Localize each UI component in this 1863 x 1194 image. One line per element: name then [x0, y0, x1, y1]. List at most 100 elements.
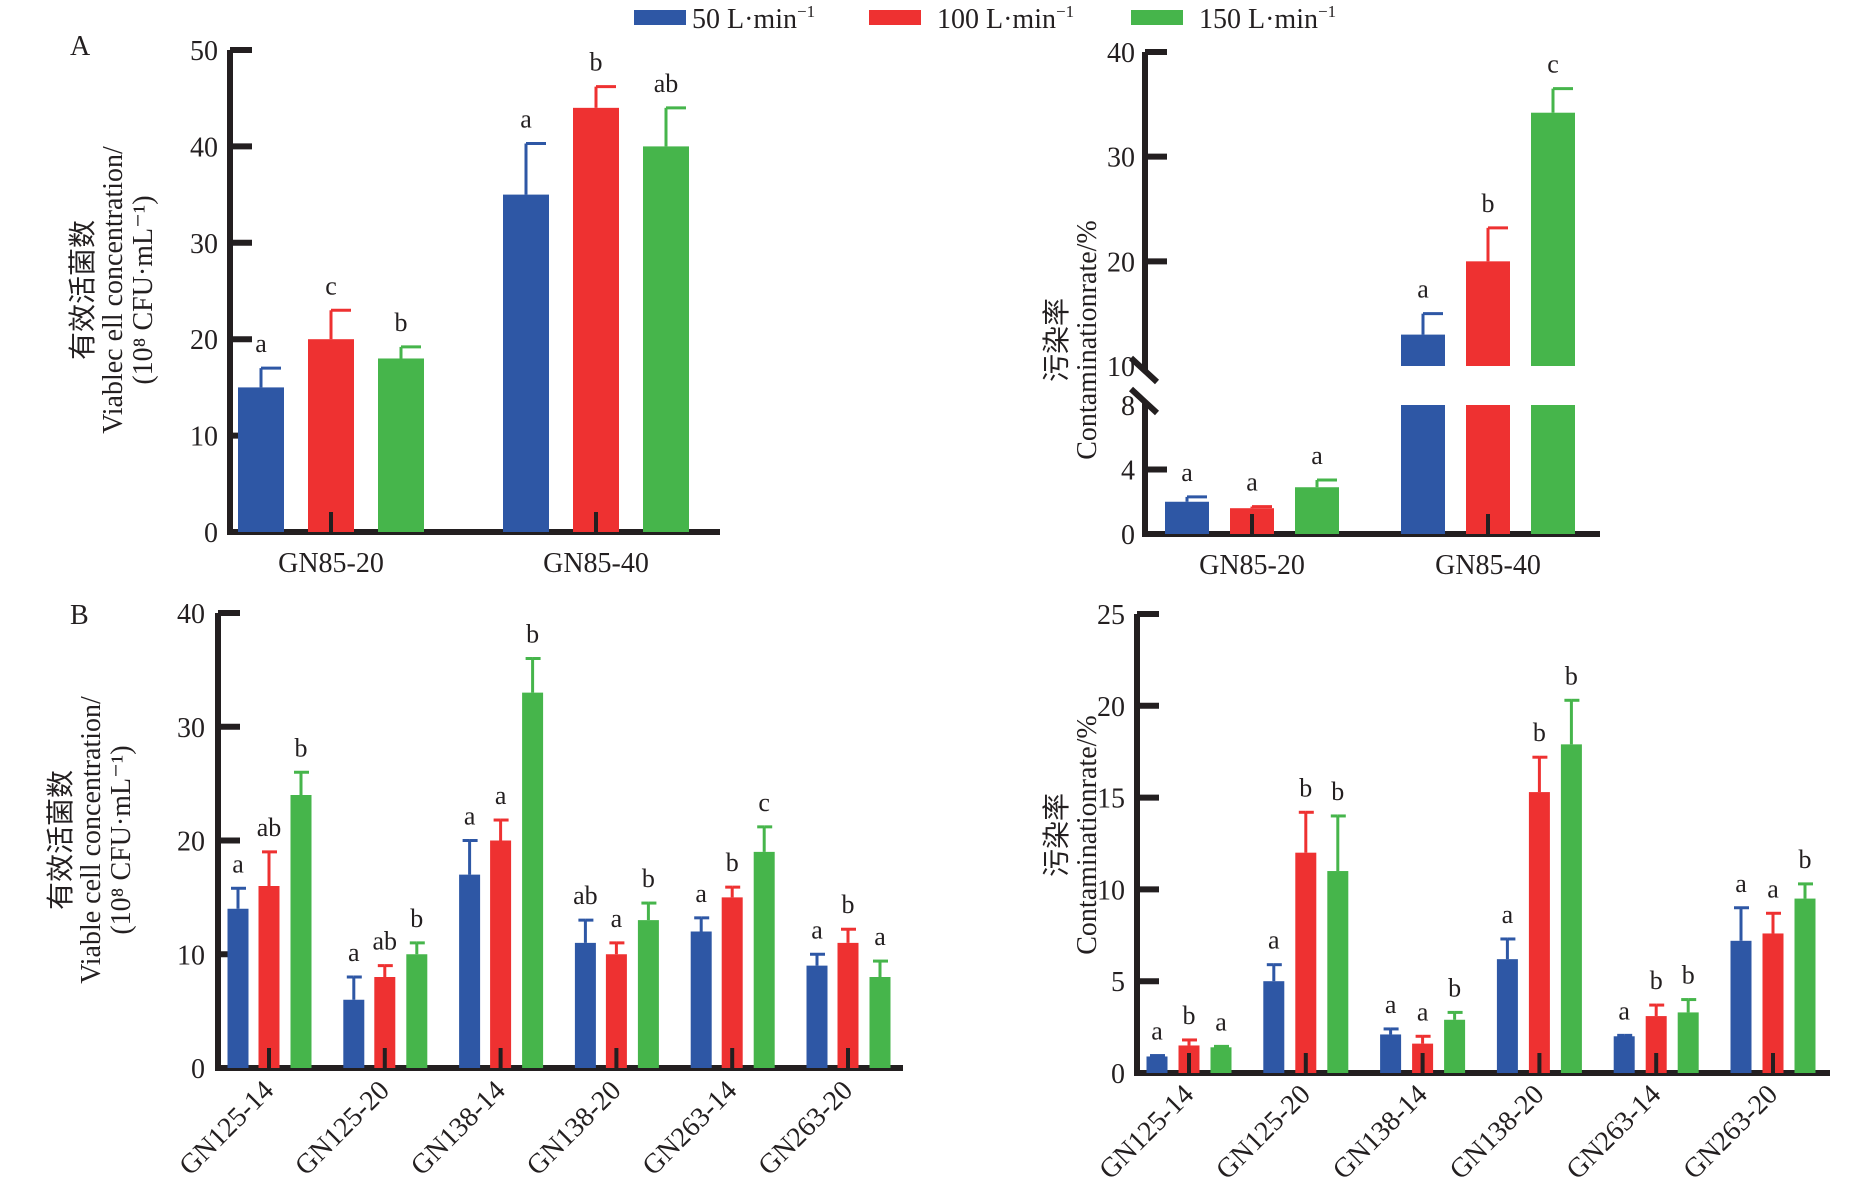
x-tick-label: GN125-20	[1210, 1079, 1317, 1186]
bar	[503, 194, 549, 532]
legend: 50 L·min−1 100 L·min−1 150 L·min−1	[634, 2, 1336, 35]
significance-label: b	[590, 48, 603, 77]
x-tick-label: GN138-14	[1327, 1079, 1434, 1186]
significance-label: c	[758, 788, 770, 817]
bar	[522, 692, 544, 1068]
axis-break-mark	[1128, 386, 1160, 416]
panel-label-a: A	[70, 31, 91, 62]
significance-label: a	[1246, 468, 1258, 497]
x-tick-label: GN85-20	[1199, 550, 1305, 581]
significance-label: a	[1417, 275, 1429, 304]
significance-label: ab	[573, 881, 598, 910]
significance-label: ab	[373, 927, 398, 956]
y-axis-title: 有效活菌数	[67, 220, 99, 360]
x-tick-label: GN125-14	[173, 1075, 280, 1182]
bar	[1677, 1012, 1699, 1073]
chart-b-viable-cell: 0 10 20 30 40 有效活菌数 Viable cell concentration/…	[45, 599, 903, 1182]
significance-label: a	[1767, 874, 1779, 903]
y-axis-title: 污染率	[1041, 298, 1073, 382]
significance-label: b	[1299, 773, 1312, 802]
axis-break-mark	[1128, 355, 1160, 385]
y-tick-label: 10	[177, 940, 205, 971]
x-tick-label: GN138-14	[405, 1075, 512, 1182]
y-tick-label: 40	[1107, 38, 1135, 69]
y-axis-title: Viablec ell concentration/	[98, 146, 129, 434]
x-tick-label: GN125-14	[1093, 1079, 1200, 1186]
legend-swatch	[1131, 10, 1183, 25]
y-tick-label: 5	[1111, 967, 1125, 998]
bar	[1466, 405, 1510, 534]
bar	[1380, 1034, 1402, 1073]
bar	[290, 795, 312, 1068]
x-tick-label: GN263-20	[1677, 1079, 1784, 1186]
bar	[869, 977, 891, 1068]
y-tick-label: 0	[1111, 1059, 1125, 1090]
significance-label: b	[1482, 189, 1495, 218]
bar	[1496, 959, 1518, 1073]
x-tick-label: GN85-40	[543, 548, 649, 579]
bar	[1762, 933, 1784, 1073]
significance-label: b	[1565, 661, 1578, 690]
bar	[690, 931, 712, 1068]
significance-label: b	[1331, 777, 1344, 806]
legend-swatch	[869, 10, 921, 25]
bar	[1528, 792, 1550, 1073]
bar	[1401, 405, 1445, 534]
y-tick-label: 10	[1097, 875, 1125, 906]
x-tick-label: GN138-20	[521, 1075, 628, 1182]
significance-label: a	[1385, 990, 1397, 1019]
significance-label: b	[642, 864, 655, 893]
significance-label: a	[520, 105, 532, 134]
bar	[1263, 981, 1285, 1073]
x-tick-label: GN263-14	[1561, 1079, 1668, 1186]
y-tick-label: 4	[1121, 456, 1135, 487]
significance-label: a	[232, 849, 244, 878]
significance-label: a	[464, 802, 476, 831]
significance-label: b	[295, 733, 308, 762]
significance-label: c	[1547, 50, 1559, 79]
significance-label: a	[1502, 900, 1514, 929]
bar	[753, 851, 775, 1068]
y-axis-title: (10⁸ CFU·mL⁻¹)	[106, 745, 137, 934]
significance-label: a	[1618, 996, 1630, 1025]
bar	[1327, 871, 1349, 1073]
x-tick-label: GN125-20	[289, 1075, 396, 1182]
x-tick-label: GN138-20	[1444, 1079, 1551, 1186]
y-tick-label: 15	[1097, 784, 1125, 815]
bar	[1295, 487, 1339, 534]
y-tick-label: 10	[1107, 352, 1135, 383]
significance-label: b	[1533, 718, 1546, 747]
y-axis-title: Viable cell concentration/	[76, 696, 107, 984]
bar	[643, 146, 689, 532]
significance-label: b	[1448, 973, 1461, 1002]
bar	[378, 358, 424, 532]
significance-label: a	[1181, 458, 1193, 487]
y-tick-label: 40	[190, 132, 218, 163]
y-tick-label: 25	[1097, 600, 1125, 631]
bar	[574, 942, 596, 1068]
x-tick-label: GN263-20	[752, 1075, 859, 1182]
y-tick-label: 30	[1107, 143, 1135, 174]
bar	[605, 954, 627, 1068]
panel-label-b: B	[70, 600, 89, 631]
bar	[1531, 405, 1575, 534]
significance-label: a	[1151, 1017, 1163, 1046]
y-tick-label: 20	[190, 325, 218, 356]
significance-label: a	[611, 904, 623, 933]
bar	[308, 339, 354, 532]
bar	[459, 874, 481, 1068]
bar	[227, 908, 249, 1068]
legend-label: 100 L·min−1	[937, 2, 1074, 35]
significance-label: a	[1417, 997, 1429, 1026]
significance-label: a	[1215, 1007, 1227, 1036]
y-tick-label: 30	[190, 229, 218, 260]
y-tick-label: 20	[1107, 247, 1135, 278]
bar	[258, 886, 280, 1068]
significance-label: b	[1650, 966, 1663, 995]
y-tick-label: 10	[190, 422, 218, 453]
bar	[374, 977, 396, 1068]
bar	[1794, 898, 1816, 1073]
bar	[1560, 744, 1582, 1073]
significance-label: b	[410, 904, 423, 933]
